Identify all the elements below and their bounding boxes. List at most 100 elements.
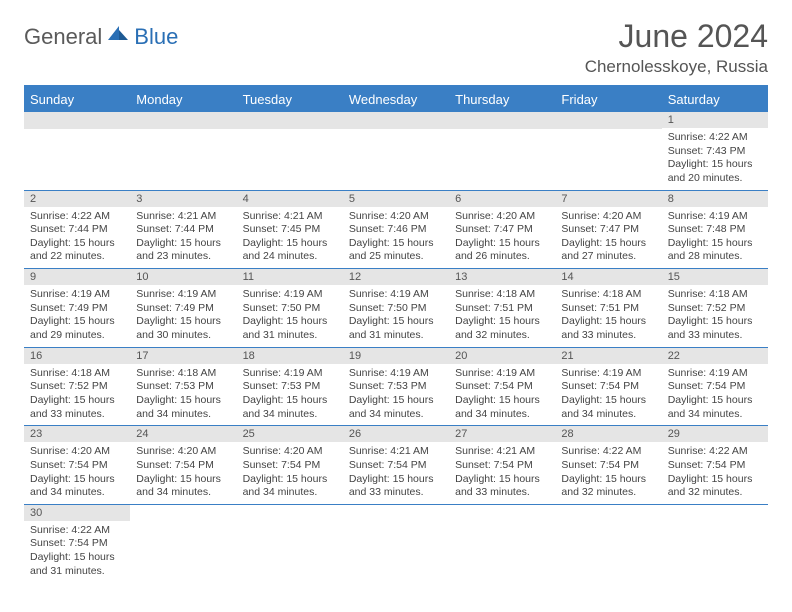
daylight-line: Daylight: 15 hours and 34 minutes. [243, 394, 337, 421]
calendar-day-cell: 5Sunrise: 4:20 AMSunset: 7:46 PMDaylight… [343, 190, 449, 269]
calendar-day-cell: 21Sunrise: 4:19 AMSunset: 7:54 PMDayligh… [555, 347, 661, 426]
calendar-day-cell: 18Sunrise: 4:19 AMSunset: 7:53 PMDayligh… [237, 347, 343, 426]
calendar-empty-cell [237, 112, 343, 190]
daylight-line: Daylight: 15 hours and 33 minutes. [455, 473, 549, 500]
sunrise-line: Sunrise: 4:19 AM [243, 288, 337, 302]
day-content: Sunrise: 4:20 AMSunset: 7:54 PMDaylight:… [24, 442, 130, 504]
calendar-day-cell: 15Sunrise: 4:18 AMSunset: 7:52 PMDayligh… [662, 269, 768, 348]
daylight-line: Daylight: 15 hours and 34 minutes. [136, 394, 230, 421]
calendar-day-cell: 7Sunrise: 4:20 AMSunset: 7:47 PMDaylight… [555, 190, 661, 269]
calendar-empty-cell [555, 112, 661, 190]
calendar-empty-cell [555, 504, 661, 582]
day-content: Sunrise: 4:21 AMSunset: 7:54 PMDaylight:… [449, 442, 555, 504]
sunrise-line: Sunrise: 4:21 AM [136, 210, 230, 224]
calendar-empty-cell [130, 504, 236, 582]
daylight-line: Daylight: 15 hours and 34 minutes. [349, 394, 443, 421]
day-number: 20 [449, 348, 555, 364]
sunset-line: Sunset: 7:53 PM [136, 380, 230, 394]
day-content: Sunrise: 4:18 AMSunset: 7:52 PMDaylight:… [662, 285, 768, 347]
day-number: 4 [237, 191, 343, 207]
day-content: Sunrise: 4:18 AMSunset: 7:51 PMDaylight:… [555, 285, 661, 347]
day-number: 9 [24, 269, 130, 285]
sunset-line: Sunset: 7:51 PM [561, 302, 655, 316]
sunset-line: Sunset: 7:45 PM [243, 223, 337, 237]
calendar-day-cell: 23Sunrise: 4:20 AMSunset: 7:54 PMDayligh… [24, 426, 130, 505]
day-number: 7 [555, 191, 661, 207]
sunset-line: Sunset: 7:54 PM [30, 537, 124, 551]
sunrise-line: Sunrise: 4:20 AM [561, 210, 655, 224]
calendar-day-cell: 1Sunrise: 4:22 AMSunset: 7:43 PMDaylight… [662, 112, 768, 190]
day-number: 22 [662, 348, 768, 364]
calendar-day-cell: 22Sunrise: 4:19 AMSunset: 7:54 PMDayligh… [662, 347, 768, 426]
day-content: Sunrise: 4:19 AMSunset: 7:54 PMDaylight:… [555, 364, 661, 426]
calendar-empty-cell [662, 504, 768, 582]
calendar-week-row: 1Sunrise: 4:22 AMSunset: 7:43 PMDaylight… [24, 112, 768, 190]
day-number: 5 [343, 191, 449, 207]
day-number: 2 [24, 191, 130, 207]
calendar-empty-cell [449, 504, 555, 582]
sunset-line: Sunset: 7:50 PM [349, 302, 443, 316]
day-number: 17 [130, 348, 236, 364]
brand-flag-icon [108, 24, 130, 50]
weekday-header-row: SundayMondayTuesdayWednesdayThursdayFrid… [24, 87, 768, 112]
day-content: Sunrise: 4:21 AMSunset: 7:45 PMDaylight:… [237, 207, 343, 269]
day-content: Sunrise: 4:20 AMSunset: 7:54 PMDaylight:… [237, 442, 343, 504]
day-content: Sunrise: 4:20 AMSunset: 7:47 PMDaylight:… [449, 207, 555, 269]
daylight-line: Daylight: 15 hours and 34 minutes. [136, 473, 230, 500]
sunrise-line: Sunrise: 4:22 AM [30, 210, 124, 224]
sunset-line: Sunset: 7:54 PM [455, 459, 549, 473]
sunset-line: Sunset: 7:52 PM [668, 302, 762, 316]
sunset-line: Sunset: 7:47 PM [455, 223, 549, 237]
calendar-week-row: 30Sunrise: 4:22 AMSunset: 7:54 PMDayligh… [24, 504, 768, 582]
weekday-header: Tuesday [237, 87, 343, 112]
daylight-line: Daylight: 15 hours and 34 minutes. [243, 473, 337, 500]
day-number: 11 [237, 269, 343, 285]
brand-logo: General Blue [24, 18, 178, 50]
weekday-header: Friday [555, 87, 661, 112]
day-number: 27 [449, 426, 555, 442]
location: Chernolesskoye, Russia [585, 57, 768, 77]
calendar-day-cell: 30Sunrise: 4:22 AMSunset: 7:54 PMDayligh… [24, 504, 130, 582]
calendar-day-cell: 29Sunrise: 4:22 AMSunset: 7:54 PMDayligh… [662, 426, 768, 505]
calendar-day-cell: 24Sunrise: 4:20 AMSunset: 7:54 PMDayligh… [130, 426, 236, 505]
day-content: Sunrise: 4:22 AMSunset: 7:54 PMDaylight:… [662, 442, 768, 504]
calendar-day-cell: 6Sunrise: 4:20 AMSunset: 7:47 PMDaylight… [449, 190, 555, 269]
day-content: Sunrise: 4:18 AMSunset: 7:51 PMDaylight:… [449, 285, 555, 347]
sunrise-line: Sunrise: 4:20 AM [349, 210, 443, 224]
day-number: 25 [237, 426, 343, 442]
daylight-line: Daylight: 15 hours and 33 minutes. [561, 315, 655, 342]
day-content: Sunrise: 4:19 AMSunset: 7:48 PMDaylight:… [662, 207, 768, 269]
day-number: 21 [555, 348, 661, 364]
calendar-day-cell: 28Sunrise: 4:22 AMSunset: 7:54 PMDayligh… [555, 426, 661, 505]
sunset-line: Sunset: 7:44 PM [136, 223, 230, 237]
sunset-line: Sunset: 7:54 PM [561, 459, 655, 473]
brand-second: Blue [134, 24, 178, 50]
day-number: 30 [24, 505, 130, 521]
sunrise-line: Sunrise: 4:18 AM [30, 367, 124, 381]
day-number: 15 [662, 269, 768, 285]
daylight-line: Daylight: 15 hours and 30 minutes. [136, 315, 230, 342]
sunset-line: Sunset: 7:54 PM [561, 380, 655, 394]
sunrise-line: Sunrise: 4:22 AM [668, 445, 762, 459]
sunrise-line: Sunrise: 4:19 AM [243, 367, 337, 381]
daylight-line: Daylight: 15 hours and 34 minutes. [668, 394, 762, 421]
calendar-body: 1Sunrise: 4:22 AMSunset: 7:43 PMDaylight… [24, 112, 768, 582]
daylight-line: Daylight: 15 hours and 33 minutes. [668, 315, 762, 342]
day-number: 8 [662, 191, 768, 207]
daylight-line: Daylight: 15 hours and 31 minutes. [349, 315, 443, 342]
day-content: Sunrise: 4:21 AMSunset: 7:54 PMDaylight:… [343, 442, 449, 504]
sunrise-line: Sunrise: 4:20 AM [243, 445, 337, 459]
day-content: Sunrise: 4:21 AMSunset: 7:44 PMDaylight:… [130, 207, 236, 269]
daynum-empty [130, 112, 236, 129]
day-number: 16 [24, 348, 130, 364]
day-content: Sunrise: 4:20 AMSunset: 7:54 PMDaylight:… [130, 442, 236, 504]
calendar-empty-cell [343, 504, 449, 582]
header: General Blue June 2024 Chernolesskoye, R… [24, 18, 768, 77]
sunset-line: Sunset: 7:52 PM [30, 380, 124, 394]
daynum-empty [24, 112, 130, 129]
sunset-line: Sunset: 7:50 PM [243, 302, 337, 316]
calendar-day-cell: 26Sunrise: 4:21 AMSunset: 7:54 PMDayligh… [343, 426, 449, 505]
day-number: 10 [130, 269, 236, 285]
sunrise-line: Sunrise: 4:19 AM [668, 367, 762, 381]
calendar-table: SundayMondayTuesdayWednesdayThursdayFrid… [24, 87, 768, 582]
